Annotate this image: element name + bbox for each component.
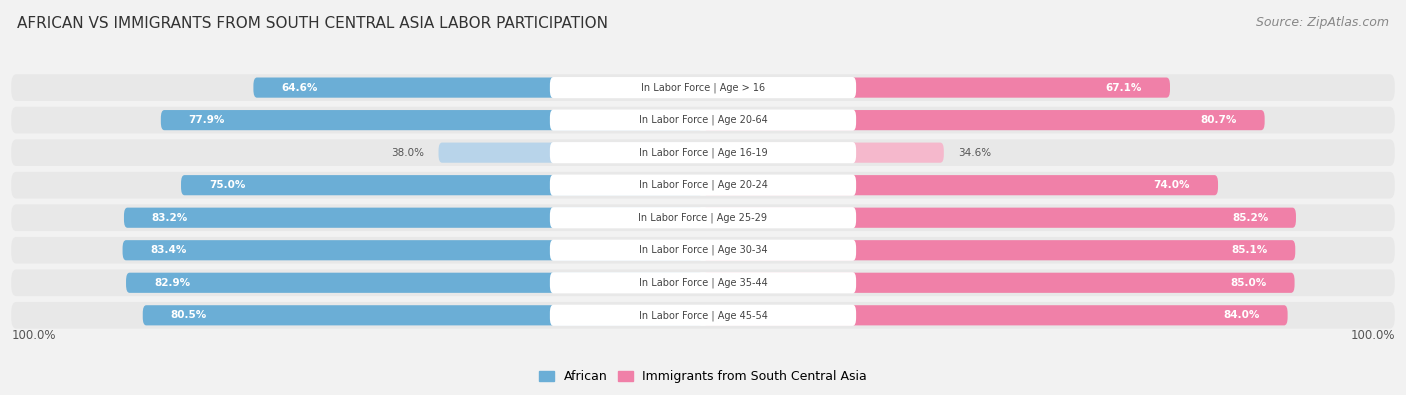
FancyBboxPatch shape — [550, 109, 856, 131]
FancyBboxPatch shape — [550, 77, 856, 98]
Text: 75.0%: 75.0% — [209, 180, 245, 190]
Text: 82.9%: 82.9% — [153, 278, 190, 288]
FancyBboxPatch shape — [439, 143, 703, 163]
FancyBboxPatch shape — [253, 77, 703, 98]
FancyBboxPatch shape — [11, 139, 1395, 166]
FancyBboxPatch shape — [703, 143, 943, 163]
Legend: African, Immigrants from South Central Asia: African, Immigrants from South Central A… — [538, 370, 868, 383]
Text: 64.6%: 64.6% — [281, 83, 318, 92]
Text: 100.0%: 100.0% — [11, 329, 56, 342]
Text: 85.1%: 85.1% — [1232, 245, 1267, 255]
FancyBboxPatch shape — [550, 305, 856, 326]
Text: 84.0%: 84.0% — [1223, 310, 1260, 320]
Text: In Labor Force | Age 20-24: In Labor Force | Age 20-24 — [638, 180, 768, 190]
FancyBboxPatch shape — [11, 172, 1395, 199]
FancyBboxPatch shape — [703, 110, 1264, 130]
FancyBboxPatch shape — [550, 272, 856, 293]
FancyBboxPatch shape — [181, 175, 703, 195]
FancyBboxPatch shape — [11, 269, 1395, 296]
Text: In Labor Force | Age 16-19: In Labor Force | Age 16-19 — [638, 147, 768, 158]
FancyBboxPatch shape — [122, 240, 703, 260]
Text: In Labor Force | Age > 16: In Labor Force | Age > 16 — [641, 82, 765, 93]
Text: In Labor Force | Age 25-29: In Labor Force | Age 25-29 — [638, 213, 768, 223]
Text: 85.0%: 85.0% — [1230, 278, 1267, 288]
FancyBboxPatch shape — [550, 142, 856, 163]
Text: 77.9%: 77.9% — [188, 115, 225, 125]
FancyBboxPatch shape — [550, 207, 856, 228]
FancyBboxPatch shape — [11, 74, 1395, 101]
FancyBboxPatch shape — [703, 208, 1296, 228]
FancyBboxPatch shape — [160, 110, 703, 130]
Text: 83.2%: 83.2% — [152, 213, 188, 223]
Text: 80.7%: 80.7% — [1201, 115, 1237, 125]
FancyBboxPatch shape — [11, 302, 1395, 329]
Text: In Labor Force | Age 45-54: In Labor Force | Age 45-54 — [638, 310, 768, 321]
Text: 80.5%: 80.5% — [170, 310, 207, 320]
Text: 34.6%: 34.6% — [957, 148, 991, 158]
Text: 74.0%: 74.0% — [1154, 180, 1191, 190]
FancyBboxPatch shape — [703, 305, 1288, 325]
FancyBboxPatch shape — [703, 240, 1295, 260]
Text: 100.0%: 100.0% — [1350, 329, 1395, 342]
FancyBboxPatch shape — [124, 208, 703, 228]
FancyBboxPatch shape — [11, 204, 1395, 231]
FancyBboxPatch shape — [11, 107, 1395, 134]
FancyBboxPatch shape — [703, 175, 1218, 195]
Text: 67.1%: 67.1% — [1105, 83, 1142, 92]
Text: In Labor Force | Age 30-34: In Labor Force | Age 30-34 — [638, 245, 768, 256]
Text: In Labor Force | Age 35-44: In Labor Force | Age 35-44 — [638, 278, 768, 288]
Text: In Labor Force | Age 20-64: In Labor Force | Age 20-64 — [638, 115, 768, 125]
Text: Source: ZipAtlas.com: Source: ZipAtlas.com — [1256, 16, 1389, 29]
Text: 38.0%: 38.0% — [392, 148, 425, 158]
FancyBboxPatch shape — [143, 305, 703, 325]
Text: AFRICAN VS IMMIGRANTS FROM SOUTH CENTRAL ASIA LABOR PARTICIPATION: AFRICAN VS IMMIGRANTS FROM SOUTH CENTRAL… — [17, 16, 607, 31]
FancyBboxPatch shape — [550, 240, 856, 261]
FancyBboxPatch shape — [550, 175, 856, 196]
Text: 85.2%: 85.2% — [1232, 213, 1268, 223]
FancyBboxPatch shape — [703, 273, 1295, 293]
FancyBboxPatch shape — [127, 273, 703, 293]
FancyBboxPatch shape — [703, 77, 1170, 98]
FancyBboxPatch shape — [11, 237, 1395, 263]
Text: 83.4%: 83.4% — [150, 245, 187, 255]
